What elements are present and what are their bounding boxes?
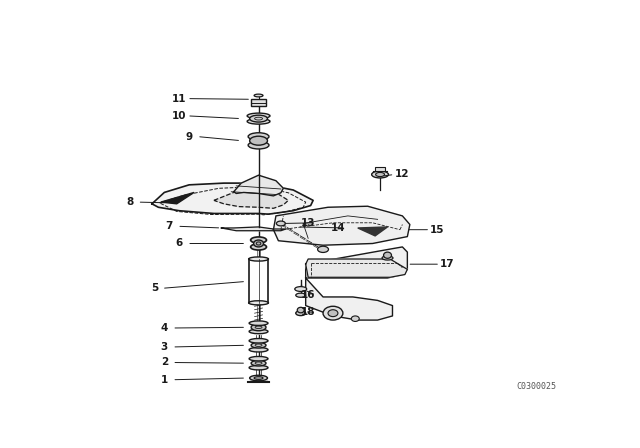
Text: 7: 7 [166,221,173,231]
Ellipse shape [251,244,266,250]
Polygon shape [161,193,194,204]
Polygon shape [214,189,288,208]
Text: 2: 2 [161,358,168,367]
Text: 12: 12 [395,169,410,180]
Text: 6: 6 [175,238,183,249]
Text: 13: 13 [301,218,316,228]
Ellipse shape [250,375,268,381]
Polygon shape [234,175,284,196]
Bar [251,99,266,106]
Ellipse shape [376,172,385,177]
Polygon shape [273,206,410,245]
Ellipse shape [248,133,269,140]
Ellipse shape [249,329,268,334]
Ellipse shape [249,321,268,325]
Text: 11: 11 [172,94,186,103]
Ellipse shape [247,113,270,119]
Ellipse shape [254,94,263,97]
Text: 4: 4 [161,323,168,333]
Text: 18: 18 [301,307,316,318]
Text: 14: 14 [331,223,345,233]
Text: C0300025: C0300025 [516,382,556,391]
Polygon shape [221,227,286,231]
Ellipse shape [249,257,269,261]
Ellipse shape [249,348,268,352]
Ellipse shape [249,366,268,370]
Ellipse shape [251,342,266,348]
Text: 10: 10 [172,111,186,121]
Polygon shape [306,259,408,277]
Ellipse shape [276,221,285,226]
Ellipse shape [297,307,304,313]
Text: 1: 1 [161,375,168,385]
Ellipse shape [254,377,263,379]
Polygon shape [358,227,388,236]
Polygon shape [152,183,313,214]
Ellipse shape [251,324,266,331]
Ellipse shape [253,240,264,247]
Ellipse shape [382,256,393,260]
Polygon shape [306,278,392,320]
Ellipse shape [296,311,306,315]
Ellipse shape [250,136,268,145]
Ellipse shape [247,119,270,124]
Ellipse shape [295,287,307,292]
Ellipse shape [250,115,268,122]
Text: 8: 8 [126,197,133,207]
Text: 17: 17 [440,259,454,269]
Ellipse shape [372,171,388,178]
Text: 15: 15 [430,225,444,235]
Text: 9: 9 [186,132,193,142]
Text: 16: 16 [301,290,316,300]
Text: 5: 5 [151,283,158,293]
Circle shape [328,310,338,317]
Ellipse shape [249,301,269,305]
Ellipse shape [249,357,268,361]
Ellipse shape [383,252,392,258]
Ellipse shape [296,293,306,297]
Text: 3: 3 [161,342,168,352]
Circle shape [323,306,343,320]
Ellipse shape [251,361,266,366]
Bar [375,167,385,171]
Circle shape [351,316,359,322]
Polygon shape [306,247,408,278]
Ellipse shape [251,237,266,243]
Ellipse shape [249,339,268,343]
Ellipse shape [317,246,328,253]
Ellipse shape [248,142,269,149]
